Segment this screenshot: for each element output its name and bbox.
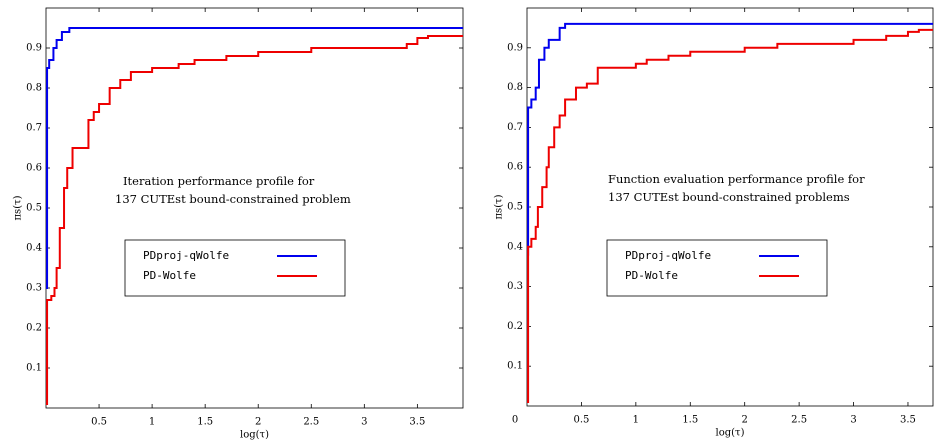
x-tick-label: 3.5 (409, 417, 425, 428)
y-tick-label: 0.8 (26, 83, 42, 94)
x-tick-label: 0.5 (91, 417, 107, 428)
annotation: 137 CUTEst bound-constrained problem (115, 192, 351, 206)
x-tick-label: 2 (742, 415, 748, 426)
y-tick-label: 0.3 (507, 281, 523, 292)
y-tick-label: 0.2 (26, 323, 42, 334)
x-tick-label: 0 (512, 415, 518, 426)
annotation: 137 CUTEst bound-constrained problems (608, 190, 850, 204)
y-tick-label: 0.5 (26, 203, 42, 214)
y-tick-label: 0.1 (507, 361, 523, 372)
x-tick-label: 0.5 (573, 415, 589, 426)
legend-label: PDproj-qWolfe (143, 249, 229, 262)
x-axis-label: log(τ) (716, 428, 745, 439)
legend-label: PD-Wolfe (143, 269, 196, 282)
x-tick-label: 1 (149, 417, 155, 428)
y-tick-label: 0.6 (507, 162, 523, 173)
y-axis-label: πs(τ) (494, 194, 505, 219)
step-line (46, 27, 463, 289)
y-tick-label: 0.9 (507, 42, 523, 53)
y-tick-label: 0.2 (507, 321, 523, 332)
x-tick-label: 3.5 (900, 415, 916, 426)
x-tick-label: 1.5 (682, 415, 698, 426)
plot-frame (45, 7, 464, 409)
legend-box (606, 239, 828, 297)
legend-box (124, 239, 346, 297)
x-tick-label: 2.5 (791, 415, 807, 426)
step-line (527, 22, 933, 256)
annotation: Function evaluation performance profile … (608, 172, 865, 186)
step-line (46, 35, 463, 405)
y-tick-label: 0.8 (507, 82, 523, 93)
x-tick-label: 3 (361, 417, 367, 428)
y-tick-label: 0.9 (26, 43, 42, 54)
y-tick-label: 0.4 (507, 241, 523, 252)
x-tick-label: 1.5 (197, 417, 213, 428)
y-tick-label: 0.7 (507, 122, 523, 133)
x-tick-label: 1 (633, 415, 639, 426)
y-axis-label: πs(τ) (13, 195, 24, 220)
plot-frame (526, 7, 934, 407)
annotation: Iteration performance profile for (123, 174, 315, 188)
y-tick-label: 0.6 (26, 163, 42, 174)
x-tick-label: 2.5 (303, 417, 319, 428)
x-tick-label: 3 (850, 415, 856, 426)
y-tick-label: 0.1 (26, 363, 42, 374)
y-tick-label: 0.4 (26, 243, 42, 254)
x-axis-label: log(τ) (240, 430, 269, 441)
y-tick-label: 0.3 (26, 283, 42, 294)
x-tick-label: 2 (255, 417, 261, 428)
step-line (527, 28, 933, 404)
legend-label: PDproj-qWolfe (625, 249, 711, 262)
legend-label: PD-Wolfe (625, 269, 678, 282)
y-tick-label: 0.7 (26, 123, 42, 134)
y-tick-label: 0.5 (507, 202, 523, 213)
